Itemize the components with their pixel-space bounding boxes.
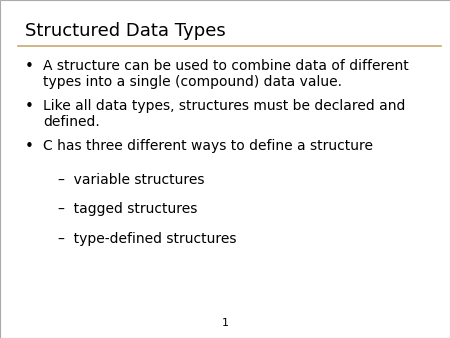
Text: •: •	[25, 139, 34, 154]
Text: A structure can be used to combine data of different
types into a single (compou: A structure can be used to combine data …	[43, 59, 409, 89]
Text: C has three different ways to define a structure: C has three different ways to define a s…	[43, 139, 373, 153]
Text: •: •	[25, 99, 34, 114]
Text: –  tagged structures: – tagged structures	[58, 202, 198, 216]
Text: 1: 1	[221, 318, 229, 328]
Text: –  variable structures: – variable structures	[58, 173, 205, 187]
Text: Like all data types, structures must be declared and
defined.: Like all data types, structures must be …	[43, 99, 405, 129]
Text: –  type-defined structures: – type-defined structures	[58, 232, 237, 246]
Text: •: •	[25, 59, 34, 74]
Text: Structured Data Types: Structured Data Types	[25, 22, 225, 40]
